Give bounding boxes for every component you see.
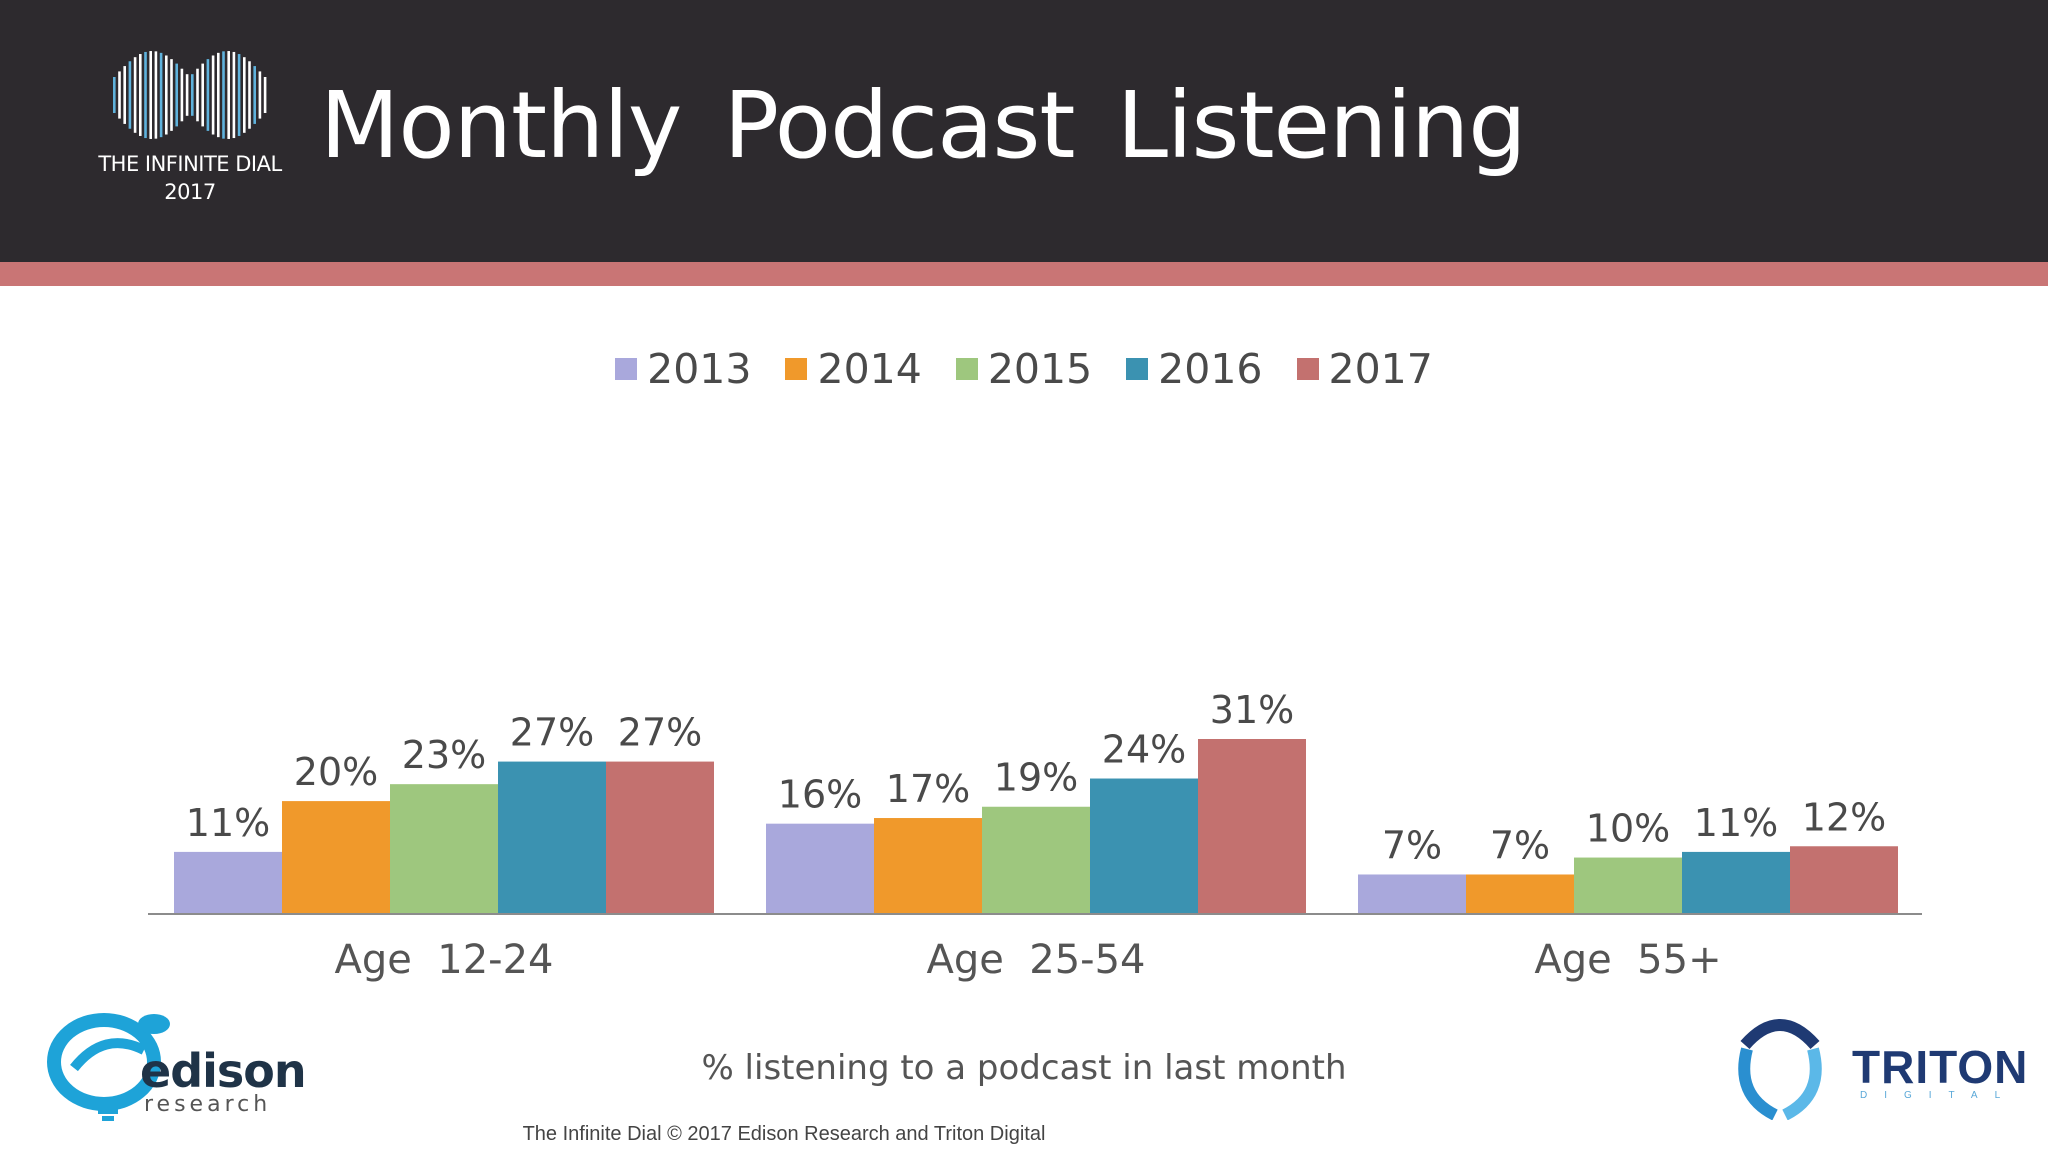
data-label-2013-group-3: 7% bbox=[1382, 823, 1442, 867]
legend-item-2016: 2016 bbox=[1126, 345, 1263, 393]
logo-bar bbox=[253, 66, 256, 124]
x-tick-label-2: Age 25-54 bbox=[926, 937, 1145, 983]
triton-logo-word: TRITON bbox=[1852, 1041, 2029, 1093]
bar-2014-group-1 bbox=[282, 801, 390, 914]
legend-label-2016: 2016 bbox=[1158, 345, 1263, 393]
bar-2016-group-3 bbox=[1682, 851, 1790, 914]
bar-2015-group-2 bbox=[982, 806, 1090, 914]
data-label-2014-group-1: 20% bbox=[294, 750, 378, 794]
logo-bar bbox=[191, 74, 194, 116]
bar-2015-group-1 bbox=[390, 784, 498, 914]
bar-2016-group-1 bbox=[498, 761, 606, 914]
logo-bar bbox=[258, 71, 262, 119]
logo-bar bbox=[180, 68, 184, 122]
bar-2015-group-3 bbox=[1574, 857, 1682, 914]
x-tick-label-1: Age 12-24 bbox=[334, 937, 553, 983]
logo-bar bbox=[159, 52, 163, 138]
header-bar bbox=[0, 0, 2048, 262]
edison-logo-icon bbox=[47, 1013, 170, 1121]
data-label-2014-group-2: 17% bbox=[886, 767, 970, 811]
logo-bar bbox=[175, 63, 178, 127]
logo-bar bbox=[133, 57, 137, 133]
bar-2017-group-3 bbox=[1790, 846, 1898, 914]
legend-swatch-2015 bbox=[955, 358, 978, 380]
logo-line1: THE INFINITE DIAL bbox=[98, 152, 282, 176]
logo-bar bbox=[237, 54, 241, 136]
data-label-2016-group-2: 24% bbox=[1102, 728, 1186, 772]
logo-bar bbox=[206, 59, 210, 131]
legend-item-2015: 2015 bbox=[955, 345, 1093, 393]
legend-label-2014: 2014 bbox=[817, 345, 922, 393]
bar-2017-group-2 bbox=[1198, 739, 1306, 914]
logo-bar bbox=[201, 63, 204, 127]
logo-bar bbox=[128, 61, 132, 129]
logo-bar bbox=[149, 51, 152, 139]
logo-bar bbox=[185, 74, 189, 116]
logo-bar bbox=[165, 55, 168, 135]
data-label-2016-group-1: 27% bbox=[510, 711, 594, 755]
logo-bar bbox=[232, 51, 236, 139]
data-label-2015-group-3: 10% bbox=[1586, 807, 1670, 851]
logo-bar bbox=[113, 77, 116, 113]
bar-2014-group-2 bbox=[874, 818, 982, 914]
logo-bar bbox=[118, 71, 121, 119]
data-label-2016-group-3: 11% bbox=[1694, 801, 1778, 845]
logo-bar bbox=[144, 51, 147, 139]
triton-logo-sub: DIGITAL bbox=[1860, 1090, 2018, 1101]
logo-bar bbox=[211, 55, 215, 135]
legend-item-2013: 2013 bbox=[615, 345, 751, 393]
x-tick-label-3: Age 55+ bbox=[1534, 937, 1721, 983]
legend-swatch-2016 bbox=[1126, 358, 1149, 380]
chart-legend: 2013 2014 2015 2016 2017 bbox=[0, 345, 2048, 393]
data-label-2017-group-3: 12% bbox=[1802, 795, 1886, 839]
triton-logo-icon bbox=[1738, 1019, 1822, 1120]
bar-2017-group-1 bbox=[606, 761, 714, 914]
logo-bar bbox=[170, 59, 173, 131]
data-label-2013-group-1: 11% bbox=[186, 801, 270, 845]
logo-bar bbox=[263, 77, 267, 113]
data-label-2014-group-3: 7% bbox=[1490, 823, 1550, 867]
logo-bar bbox=[154, 51, 158, 139]
chart-xlabel: % listening to a podcast in last month bbox=[701, 1048, 1347, 1088]
logo-bar bbox=[123, 66, 126, 124]
logo-bar bbox=[139, 54, 142, 136]
bar-2016-group-2 bbox=[1090, 778, 1198, 914]
bar-2013-group-2 bbox=[766, 823, 874, 914]
legend-label-2015: 2015 bbox=[987, 345, 1093, 393]
logo-bar bbox=[248, 61, 251, 129]
logo-bar bbox=[227, 51, 230, 139]
bar-2013-group-1 bbox=[174, 851, 282, 914]
infinite-dial-logo-icon bbox=[113, 51, 267, 139]
data-label-2017-group-1: 27% bbox=[618, 711, 702, 755]
legend-swatch-2013 bbox=[615, 358, 638, 380]
footer-copyright: The Infinite Dial © 2017 Edison Research… bbox=[522, 1123, 1046, 1145]
header-stripe bbox=[0, 262, 2048, 286]
legend-swatch-2017 bbox=[1296, 358, 1319, 380]
edison-logo-word: edison bbox=[140, 1044, 307, 1098]
data-label-2015-group-2: 19% bbox=[994, 756, 1078, 800]
legend-item-2017: 2017 bbox=[1296, 345, 1433, 393]
logo-bar bbox=[196, 68, 199, 122]
page-title: Monthly Podcast Listening bbox=[320, 72, 1527, 179]
legend-label-2017: 2017 bbox=[1328, 345, 1433, 393]
logo-bar bbox=[243, 57, 246, 133]
logo-bar bbox=[217, 52, 220, 138]
data-label-2017-group-2: 31% bbox=[1210, 688, 1294, 732]
data-label-2015-group-1: 23% bbox=[402, 733, 486, 777]
infinite-dial-logo-text: THE INFINITE DIAL 2017 bbox=[90, 150, 290, 206]
logo-line2: 2017 bbox=[164, 180, 216, 204]
bar-2014-group-3 bbox=[1466, 874, 1574, 914]
logo-bar bbox=[222, 51, 225, 139]
bar-2013-group-3 bbox=[1358, 874, 1466, 914]
legend-label-2013: 2013 bbox=[647, 345, 752, 393]
legend-swatch-2014 bbox=[785, 358, 808, 380]
data-label-2013-group-2: 16% bbox=[778, 773, 862, 817]
legend-item-2014: 2014 bbox=[785, 345, 922, 393]
edison-logo-sub: research bbox=[144, 1092, 272, 1117]
